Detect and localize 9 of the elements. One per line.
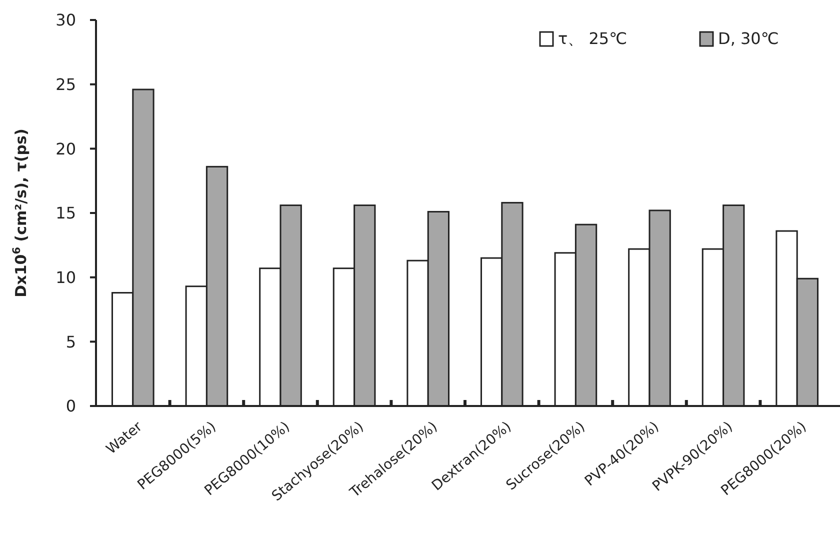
- y-tick-label: 10: [56, 268, 76, 287]
- y-tick-label: 5: [66, 332, 76, 352]
- y-tick-label: 30: [56, 10, 76, 30]
- legend-label: τ、 25℃: [558, 29, 628, 48]
- y-tick-label: 25: [56, 74, 76, 94]
- y-tick-label: 20: [56, 139, 76, 158]
- y-tick-label: 0: [66, 396, 76, 416]
- y-tick-label: 15: [56, 204, 76, 223]
- legend-label: D, 30℃: [718, 29, 779, 48]
